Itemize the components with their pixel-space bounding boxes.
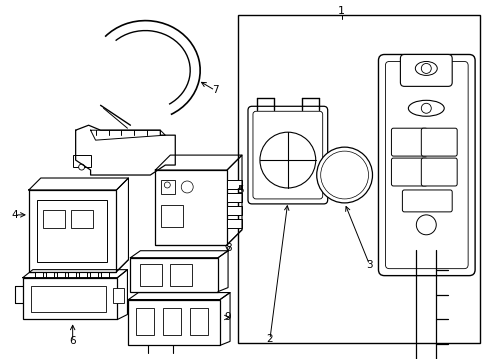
FancyBboxPatch shape (385, 62, 467, 269)
FancyBboxPatch shape (402, 190, 451, 212)
Circle shape (316, 147, 372, 203)
Bar (140, 264, 162, 285)
Ellipse shape (407, 100, 443, 116)
Bar (31, 285, 105, 312)
Bar (73, 155, 90, 167)
Circle shape (164, 182, 170, 188)
Ellipse shape (414, 62, 436, 75)
Bar (136, 307, 154, 336)
Bar (101, 272, 108, 282)
Bar (170, 264, 192, 285)
Bar (155, 170, 226, 245)
Bar (130, 258, 218, 292)
Bar (226, 193, 242, 202)
Text: 5: 5 (236, 185, 243, 195)
Text: 7: 7 (211, 85, 218, 95)
Bar (35, 272, 42, 282)
FancyBboxPatch shape (421, 128, 456, 156)
Bar (238, 15, 479, 343)
Circle shape (181, 181, 193, 193)
Bar (23, 278, 117, 319)
Bar (128, 300, 220, 345)
Bar (37, 200, 106, 262)
Bar (46, 272, 54, 282)
Bar (161, 180, 175, 194)
Bar (57, 272, 64, 282)
FancyBboxPatch shape (252, 111, 322, 199)
Bar (226, 206, 242, 215)
Text: 8: 8 (224, 243, 231, 253)
Bar (29, 190, 116, 272)
Text: 1: 1 (337, 6, 345, 15)
Text: 4: 4 (12, 210, 18, 220)
FancyBboxPatch shape (400, 54, 451, 86)
Text: 2: 2 (266, 334, 273, 345)
Bar (226, 180, 242, 189)
Bar (89, 272, 98, 282)
Text: 6: 6 (69, 336, 76, 346)
Bar (161, 205, 183, 227)
FancyBboxPatch shape (421, 158, 456, 186)
Bar (71, 210, 92, 228)
Text: 9: 9 (224, 312, 231, 323)
Circle shape (320, 151, 368, 199)
Circle shape (260, 132, 315, 188)
Bar (226, 219, 242, 228)
Circle shape (421, 63, 430, 73)
Bar (112, 288, 124, 302)
FancyBboxPatch shape (390, 158, 427, 186)
Circle shape (79, 164, 84, 170)
Bar (42, 210, 64, 228)
Bar (163, 307, 181, 336)
Bar (67, 272, 76, 282)
Bar (190, 307, 208, 336)
FancyBboxPatch shape (247, 106, 327, 204)
FancyBboxPatch shape (390, 128, 427, 156)
FancyBboxPatch shape (378, 54, 474, 276)
Circle shape (415, 215, 435, 235)
Bar (79, 272, 86, 282)
Circle shape (421, 103, 430, 113)
Text: 3: 3 (366, 260, 372, 270)
